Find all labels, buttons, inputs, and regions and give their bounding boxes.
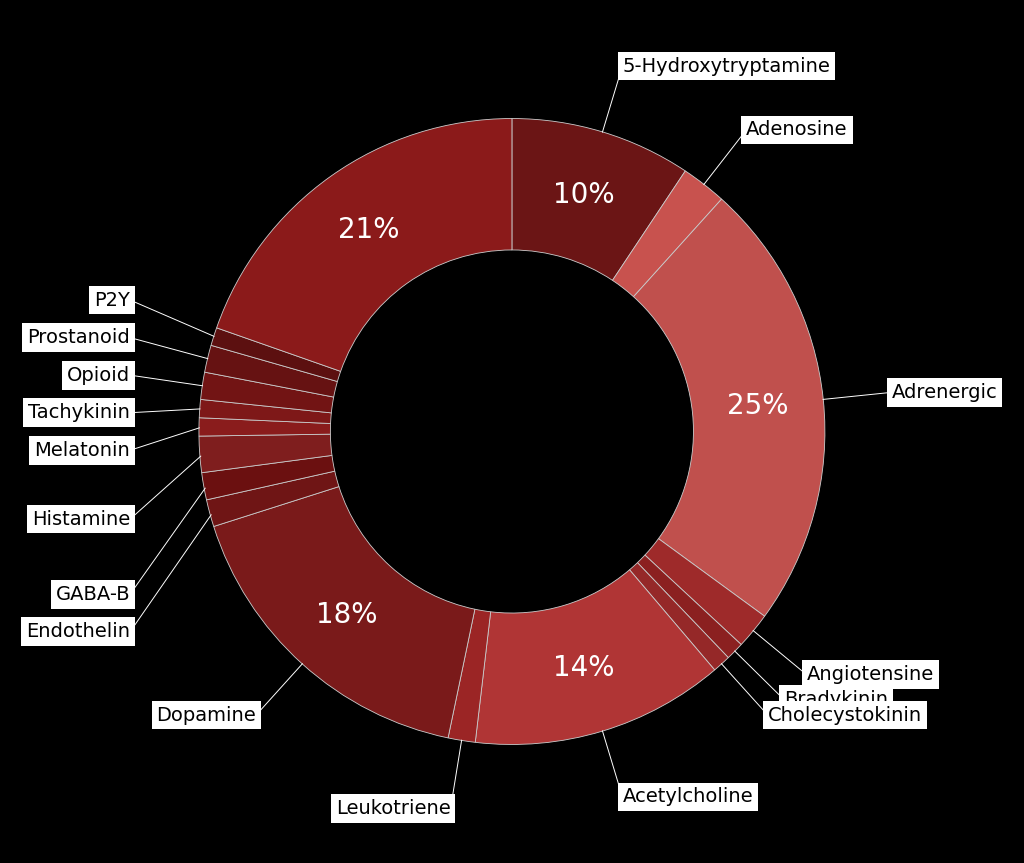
Text: Angiotensine: Angiotensine (807, 665, 934, 684)
Text: GABA-B: GABA-B (55, 585, 130, 604)
Wedge shape (199, 434, 332, 473)
Text: Prostanoid: Prostanoid (28, 328, 130, 347)
Wedge shape (449, 609, 490, 742)
Wedge shape (612, 171, 722, 297)
Text: Cholecystokinin: Cholecystokinin (768, 706, 922, 725)
Wedge shape (200, 400, 332, 424)
Wedge shape (645, 539, 765, 645)
Text: 25%: 25% (727, 392, 788, 420)
Text: Dopamine: Dopamine (157, 706, 256, 725)
Text: 21%: 21% (338, 216, 399, 243)
Wedge shape (205, 345, 338, 397)
Text: Adenosine: Adenosine (746, 121, 848, 140)
Wedge shape (202, 456, 335, 500)
Text: P2Y: P2Y (94, 291, 130, 310)
Text: Histamine: Histamine (32, 510, 130, 529)
Text: Bradykinin: Bradykinin (784, 690, 888, 709)
Wedge shape (199, 418, 331, 436)
Wedge shape (634, 199, 825, 616)
Wedge shape (217, 118, 512, 371)
Wedge shape (207, 471, 339, 526)
Text: 10%: 10% (553, 181, 614, 209)
Text: Leukotriene: Leukotriene (336, 799, 451, 818)
Text: 14%: 14% (553, 654, 614, 682)
Text: Adrenergic: Adrenergic (892, 383, 997, 402)
Text: Acetylcholine: Acetylcholine (623, 788, 753, 807)
Wedge shape (475, 570, 715, 745)
Wedge shape (201, 372, 334, 413)
Wedge shape (211, 328, 341, 381)
Wedge shape (512, 118, 685, 280)
Text: Opioid: Opioid (67, 366, 130, 385)
Text: Tachykinin: Tachykinin (29, 403, 130, 422)
Wedge shape (214, 487, 475, 738)
Text: Melatonin: Melatonin (35, 441, 130, 460)
Text: 18%: 18% (315, 602, 377, 629)
Wedge shape (630, 563, 728, 670)
Text: 5-Hydroxytryptamine: 5-Hydroxytryptamine (623, 56, 830, 75)
Text: Endothelin: Endothelin (26, 622, 130, 641)
Wedge shape (637, 555, 741, 658)
